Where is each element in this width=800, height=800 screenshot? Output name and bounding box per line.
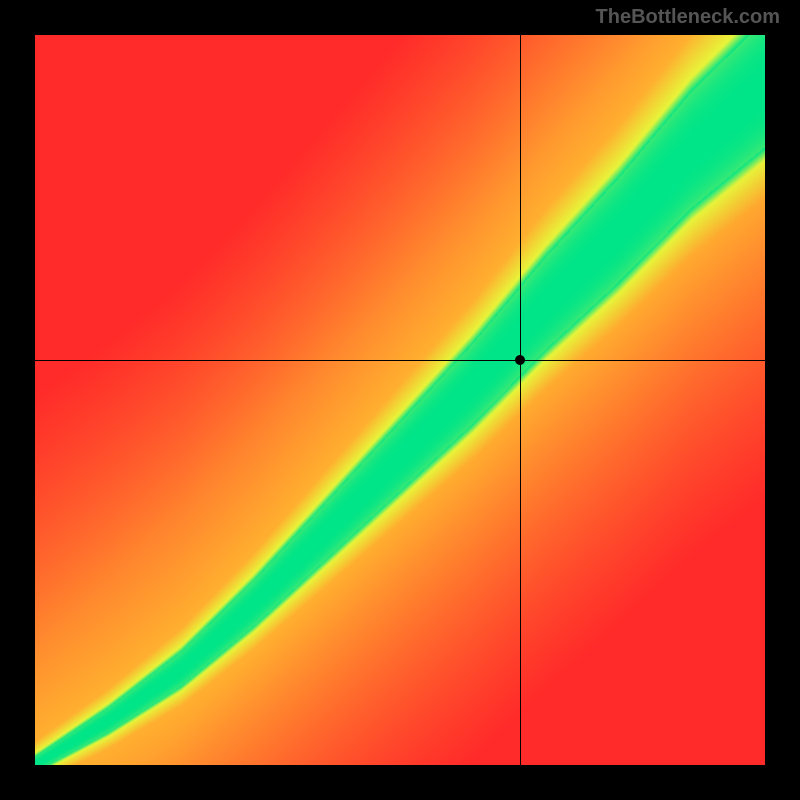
crosshair-vertical	[520, 35, 521, 765]
heatmap-canvas	[35, 35, 765, 765]
crosshair-horizontal	[35, 360, 765, 361]
heatmap-plot	[35, 35, 765, 765]
watermark-text: TheBottleneck.com	[596, 6, 780, 29]
crosshair-marker	[515, 355, 525, 365]
